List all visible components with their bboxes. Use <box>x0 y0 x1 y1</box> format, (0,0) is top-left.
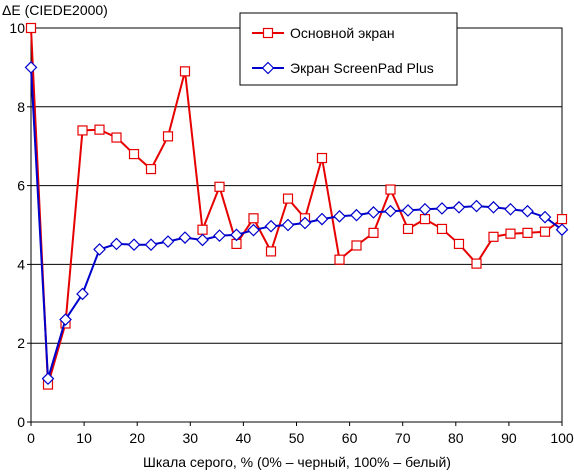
diamond-marker <box>110 237 123 251</box>
diamond-marker <box>555 223 569 237</box>
square-marker <box>262 27 274 39</box>
diamond-marker <box>333 209 346 223</box>
square-marker <box>145 163 157 175</box>
legend-item: Экран ScreenPad Plus <box>252 60 434 76</box>
y-tick-label: 8 <box>17 99 25 115</box>
square-marker <box>488 231 499 242</box>
diamond-marker <box>230 228 243 242</box>
square-marker <box>128 148 140 160</box>
diamond-marker <box>213 229 226 242</box>
x-tick-label: 70 <box>395 430 411 446</box>
square-marker <box>385 184 396 195</box>
diamond-marker <box>144 238 158 252</box>
x-tick-label: 50 <box>289 430 305 446</box>
diamond-marker <box>59 313 72 326</box>
legend-item: Основной экран <box>252 25 395 41</box>
diamond-marker <box>264 219 278 233</box>
diamond-marker <box>315 212 329 226</box>
diamond-marker <box>418 202 432 216</box>
square-marker <box>265 246 277 257</box>
square-marker <box>25 22 37 34</box>
series-1 <box>25 22 568 390</box>
square-marker <box>316 152 328 164</box>
diamond-marker <box>401 204 415 217</box>
y-tick-label: 2 <box>17 335 25 351</box>
square-marker <box>162 131 174 142</box>
square-marker <box>453 238 465 250</box>
diamond-marker <box>247 223 260 237</box>
x-tick-label: 90 <box>501 430 517 446</box>
square-marker <box>471 258 482 269</box>
diamond-marker <box>261 61 275 75</box>
series-2 <box>24 61 569 386</box>
diamond-marker <box>350 208 363 222</box>
diamond-marker <box>281 218 295 232</box>
legend-label: Экран ScreenPad Plus <box>290 60 434 76</box>
square-marker <box>94 124 105 135</box>
diamond-marker <box>487 200 500 214</box>
diamond-marker <box>367 206 380 219</box>
diamond-marker <box>298 216 312 230</box>
square-marker <box>402 223 414 235</box>
diamond-marker <box>470 199 483 213</box>
diamond-marker <box>504 202 517 216</box>
diamond-marker <box>161 235 175 248</box>
diamond-marker <box>127 238 141 252</box>
legend-box <box>239 12 458 86</box>
diamond-marker <box>93 243 106 256</box>
square-marker <box>248 213 259 224</box>
diamond-marker <box>435 202 449 215</box>
diamond-marker <box>24 61 38 74</box>
square-marker <box>197 224 208 235</box>
y-tick-label: 0 <box>17 414 25 430</box>
x-tick-label: 30 <box>183 430 199 446</box>
legend-label: Основной экран <box>290 25 395 41</box>
square-marker <box>436 223 448 235</box>
x-tick-label: 100 <box>550 430 574 446</box>
series-line <box>30 67 563 379</box>
legend: Основной экран Экран ScreenPad Plus <box>239 12 458 86</box>
x-axis-label: Шкала серого, % (0% – черный, 100% – бел… <box>143 454 451 470</box>
square-marker <box>77 125 88 136</box>
diamond-marker <box>41 372 55 386</box>
square-marker <box>282 193 294 204</box>
x-tick-label: 20 <box>129 430 145 446</box>
diamond-marker <box>384 204 397 218</box>
x-tick-label: 0 <box>27 430 35 446</box>
y-tick-label: 6 <box>17 178 25 194</box>
diamond-marker <box>196 233 209 247</box>
series-layer <box>24 22 569 390</box>
y-axis-label: ΔE (CIEDE2000) <box>2 2 108 18</box>
square-marker <box>111 132 122 143</box>
x-tick-label: 80 <box>448 430 464 446</box>
square-marker <box>334 254 345 265</box>
square-marker <box>556 213 568 225</box>
square-marker <box>214 181 225 192</box>
diamond-marker <box>538 210 552 224</box>
x-tick-label: 40 <box>236 430 252 446</box>
square-marker <box>368 227 379 238</box>
y-tick-label: 4 <box>17 256 25 272</box>
square-marker <box>522 227 533 238</box>
diamond-marker <box>178 231 192 244</box>
square-marker <box>505 228 516 239</box>
square-marker <box>419 213 431 225</box>
diamond-marker <box>76 287 89 301</box>
diamond-marker <box>452 200 466 214</box>
diamond-marker <box>521 204 534 218</box>
square-marker <box>179 66 191 77</box>
x-tick-label: 60 <box>342 430 358 446</box>
square-marker <box>351 240 362 251</box>
square-marker <box>539 226 551 237</box>
y-tick-label: 10 <box>9 20 25 36</box>
x-tick-label: 10 <box>76 430 92 446</box>
